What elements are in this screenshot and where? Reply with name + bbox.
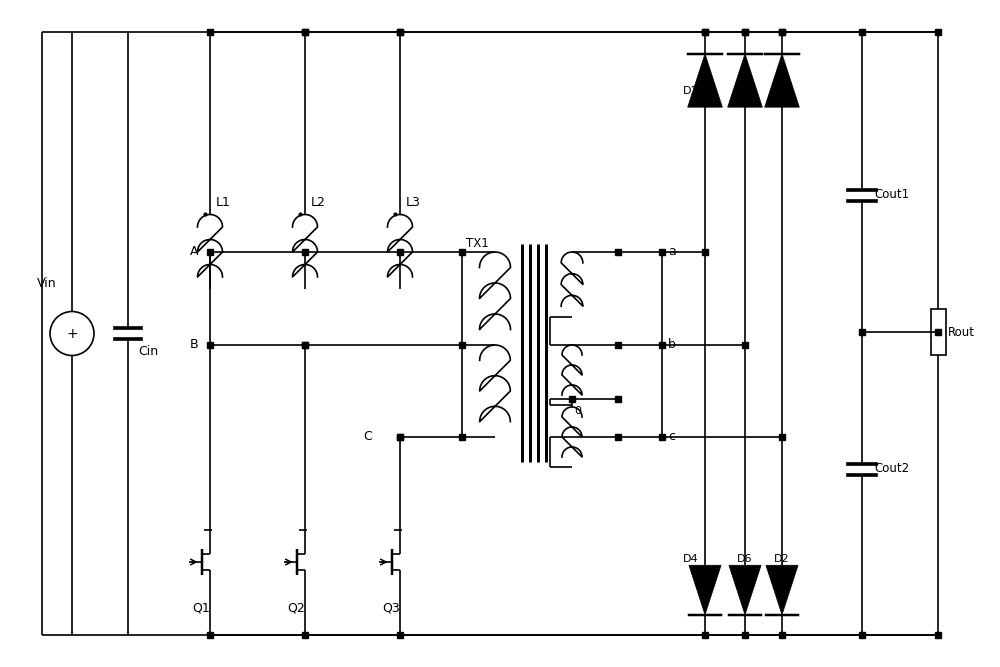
Text: Cout1: Cout1 [874, 189, 909, 201]
Text: L3: L3 [406, 196, 421, 209]
Text: Cout2: Cout2 [874, 462, 909, 476]
Bar [931, 309, 946, 355]
Text: Q3: Q3 [382, 602, 400, 614]
Polygon shape [689, 565, 721, 615]
Polygon shape [729, 565, 761, 615]
Text: D5: D5 [774, 86, 790, 96]
Polygon shape [728, 54, 762, 107]
Text: a: a [668, 245, 676, 259]
Text: D4: D4 [683, 554, 699, 564]
Text: 0: 0 [574, 406, 581, 416]
Text: Q1: Q1 [192, 602, 210, 614]
Text: D1: D1 [683, 86, 698, 96]
Text: D2: D2 [774, 554, 790, 564]
Text: C: C [363, 430, 372, 444]
Text: +: + [66, 327, 78, 340]
Text: D3: D3 [737, 86, 753, 96]
Text: Cin: Cin [138, 345, 158, 358]
Text: c: c [668, 430, 675, 444]
Polygon shape [766, 565, 798, 615]
Text: b: b [668, 338, 676, 352]
Text: Rout: Rout [948, 325, 975, 338]
Text: L1: L1 [216, 196, 231, 209]
Text: B: B [189, 338, 198, 352]
Polygon shape [688, 54, 722, 107]
Text: TX1: TX1 [466, 237, 489, 251]
Text: A: A [190, 245, 198, 259]
Text: Q2: Q2 [287, 602, 305, 614]
Text: D6: D6 [737, 554, 753, 564]
Polygon shape [765, 54, 799, 107]
Text: Vin: Vin [37, 277, 57, 290]
Text: L2: L2 [311, 196, 326, 209]
